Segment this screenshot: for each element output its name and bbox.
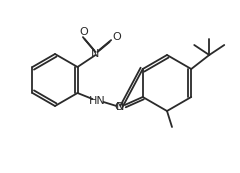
Text: N: N [116,102,125,112]
Text: O: O [112,32,121,42]
Text: O: O [79,27,88,37]
Text: N: N [91,49,100,59]
Text: O: O [114,102,123,112]
Text: HN: HN [89,96,106,106]
